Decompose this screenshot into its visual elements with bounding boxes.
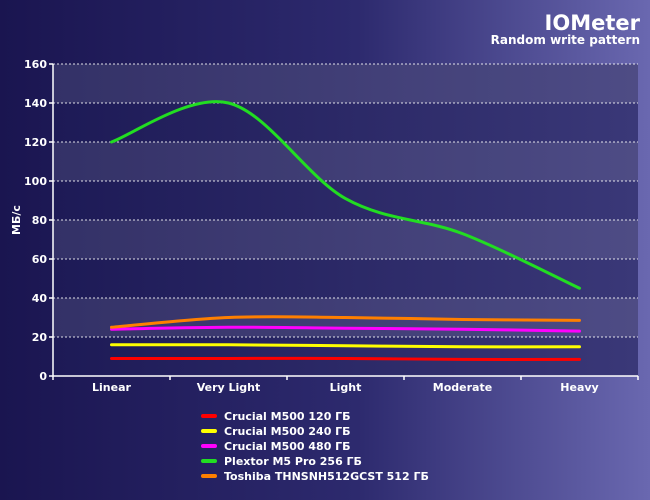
series-line-1 bbox=[110, 343, 581, 349]
x-tick-label: Light bbox=[330, 381, 362, 394]
x-tick-label: Very Light bbox=[197, 381, 261, 394]
legend-label: Crucial M500 120 ГБ bbox=[224, 410, 351, 423]
y-tick-label: 80 bbox=[32, 214, 48, 227]
y-axis-label: МБ/с bbox=[10, 205, 23, 235]
legend-label: Plextor M5 Pro 256 ГБ bbox=[224, 455, 362, 468]
legend: Crucial M500 120 ГБ Crucial M500 240 ГБ Cr… bbox=[201, 410, 429, 483]
legend-label: Crucial M500 240 ГБ bbox=[224, 425, 351, 438]
series-line-4 bbox=[110, 315, 581, 329]
y-tick-label: 20 bbox=[32, 331, 48, 344]
grid-band bbox=[53, 220, 638, 259]
series-line-0 bbox=[110, 356, 581, 361]
x-tick-label: Linear bbox=[92, 381, 131, 394]
y-tick-label: 100 bbox=[24, 175, 47, 188]
legend-label: Crucial M500 480 ГБ bbox=[224, 440, 351, 453]
x-tick-label: Heavy bbox=[560, 381, 598, 394]
y-tick-label: 0 bbox=[39, 370, 47, 383]
y-tick-label: 40 bbox=[32, 292, 48, 305]
x-axis: Linear Very Light Light Moderate Heavy bbox=[52, 375, 639, 394]
y-tick-label: 120 bbox=[24, 136, 47, 149]
y-tick-label: 60 bbox=[32, 253, 48, 266]
grid-band bbox=[53, 64, 638, 103]
series-line-3 bbox=[110, 100, 581, 290]
series-lines bbox=[110, 100, 581, 361]
legend-label: Toshiba THNSNH512GCST 512 ГБ bbox=[224, 470, 429, 483]
y-axis: 0 20 40 60 80 100 120 140 160 bbox=[24, 58, 54, 383]
y-tick-label: 160 bbox=[24, 58, 47, 71]
y-tick-label: 140 bbox=[24, 97, 47, 110]
gridlines bbox=[53, 63, 638, 338]
grid-band bbox=[53, 142, 638, 181]
chart-title: IOMeter bbox=[545, 11, 641, 35]
chart-subtitle: Random write pattern bbox=[491, 33, 640, 47]
series-line-2 bbox=[110, 325, 581, 333]
x-tick-label: Moderate bbox=[433, 381, 492, 394]
